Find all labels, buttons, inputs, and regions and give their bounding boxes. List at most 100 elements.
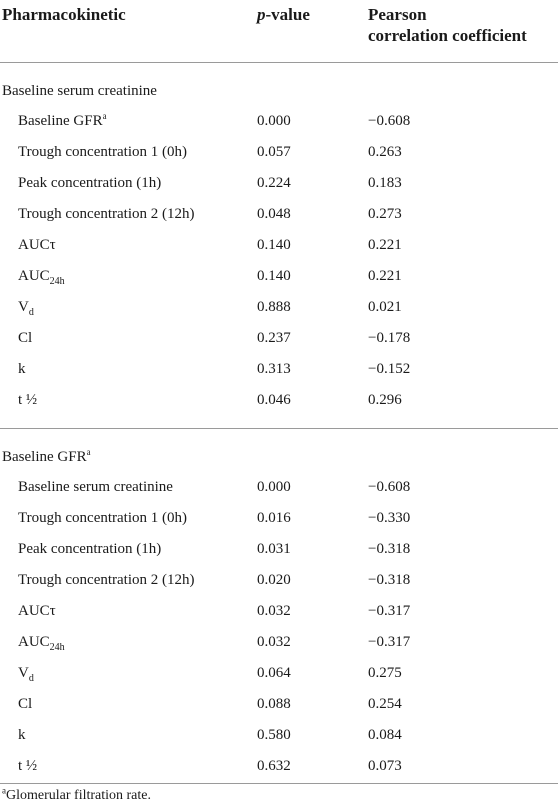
section-title-sup: a bbox=[86, 447, 91, 457]
row-p-value: 0.000 bbox=[257, 113, 291, 129]
row-p-value: 0.020 bbox=[257, 572, 291, 588]
row-pearson-coefficient: 0.273 bbox=[368, 206, 402, 222]
row-pearson-coefficient: 0.021 bbox=[368, 299, 402, 315]
header-pearson: Pearson correlation coefficient bbox=[368, 4, 558, 46]
row-label-sub: d bbox=[28, 307, 34, 318]
header-pharmacokinetic: Pharmacokinetic bbox=[2, 5, 126, 24]
row-p-value: 0.057 bbox=[257, 144, 291, 160]
row-label: Vd bbox=[18, 298, 34, 318]
row-p-value: 0.580 bbox=[257, 727, 291, 743]
row-label: AUC24h bbox=[18, 267, 65, 287]
row-pearson-coefficient: 0.263 bbox=[368, 144, 402, 160]
row-label-text: Baseline GFR bbox=[18, 113, 103, 129]
row-p-value: 0.632 bbox=[257, 758, 291, 774]
row-pearson-coefficient: 0.296 bbox=[368, 392, 402, 408]
row-pearson-coefficient: −0.152 bbox=[368, 361, 411, 377]
section-title: Baseline serum creatinine bbox=[2, 82, 157, 100]
header-p-italic: p bbox=[257, 5, 266, 24]
row-pearson-coefficient: 0.183 bbox=[368, 175, 402, 191]
row-p-value: 0.140 bbox=[257, 237, 291, 253]
section-title: Baseline GFRa bbox=[2, 448, 91, 466]
row-label: Trough concentration 1 (0h) bbox=[18, 509, 187, 527]
row-pearson-coefficient: −0.318 bbox=[368, 572, 411, 588]
row-pearson-coefficient: 0.221 bbox=[368, 237, 402, 253]
row-label: Vd bbox=[18, 664, 34, 684]
row-p-value: 0.224 bbox=[257, 175, 291, 191]
row-p-value: 0.313 bbox=[257, 361, 291, 377]
row-label: AUC24h bbox=[18, 633, 65, 653]
row-pearson-coefficient: −0.330 bbox=[368, 510, 411, 526]
row-label-text: Trough concentration 2 (12h) bbox=[18, 572, 195, 588]
row-p-value: 0.031 bbox=[257, 541, 291, 557]
row-pearson-coefficient: −0.317 bbox=[368, 603, 411, 619]
footnote-text: Glomerular filtration rate. bbox=[6, 788, 151, 803]
row-label-text: t ½ bbox=[18, 758, 38, 774]
row-p-value: 0.046 bbox=[257, 392, 291, 408]
row-label: AUCτ bbox=[18, 236, 56, 254]
row-p-value: 0.140 bbox=[257, 268, 291, 284]
row-label-text: Peak concentration (1h) bbox=[18, 541, 162, 557]
row-label: Peak concentration (1h) bbox=[18, 540, 161, 558]
row-label: Trough concentration 2 (12h) bbox=[18, 571, 195, 589]
section-title-text: Baseline GFR bbox=[2, 449, 87, 465]
row-label: Trough concentration 1 (0h) bbox=[18, 143, 187, 161]
row-pearson-coefficient: −0.608 bbox=[368, 113, 411, 129]
row-label-text: V bbox=[18, 665, 29, 681]
row-label: t ½ bbox=[18, 391, 37, 409]
header-p-rest: -value bbox=[265, 5, 310, 24]
row-p-value: 0.237 bbox=[257, 330, 291, 346]
row-label: Trough concentration 2 (12h) bbox=[18, 205, 195, 223]
bottom-rule bbox=[0, 783, 558, 784]
row-label-text: AUCτ bbox=[18, 237, 56, 253]
row-label-text: t ½ bbox=[18, 392, 38, 408]
row-pearson-coefficient: 0.073 bbox=[368, 758, 402, 774]
row-p-value: 0.032 bbox=[257, 634, 291, 650]
row-label-text: AUCτ bbox=[18, 603, 56, 619]
row-pearson-coefficient: −0.178 bbox=[368, 330, 411, 346]
row-label: AUCτ bbox=[18, 602, 56, 620]
row-p-value: 0.088 bbox=[257, 696, 291, 712]
row-p-value: 0.048 bbox=[257, 206, 291, 222]
row-pearson-coefficient: −0.318 bbox=[368, 541, 411, 557]
row-p-value: 0.000 bbox=[257, 479, 291, 495]
row-label: k bbox=[18, 726, 26, 744]
row-label-sub: 24h bbox=[49, 642, 65, 653]
footnote-marker: a bbox=[2, 785, 6, 796]
section-divider-rule bbox=[0, 428, 558, 429]
row-label: Baseline GFRa bbox=[18, 112, 107, 130]
row-label-text: Baseline serum creatinine bbox=[18, 479, 173, 495]
row-label-text: Trough concentration 1 (0h) bbox=[18, 144, 187, 160]
row-label-text: Peak concentration (1h) bbox=[18, 175, 162, 191]
row-p-value: 0.888 bbox=[257, 299, 291, 315]
row-label-text: Trough concentration 2 (12h) bbox=[18, 206, 195, 222]
row-label-sup: a bbox=[102, 111, 107, 121]
row-label: Baseline serum creatinine bbox=[18, 478, 173, 496]
row-p-value: 0.032 bbox=[257, 603, 291, 619]
row-label: Peak concentration (1h) bbox=[18, 174, 161, 192]
row-label: k bbox=[18, 360, 26, 378]
row-pearson-coefficient: 0.254 bbox=[368, 696, 402, 712]
section-title-text: Baseline serum creatinine bbox=[2, 83, 157, 99]
row-pearson-coefficient: 0.221 bbox=[368, 268, 402, 284]
row-label-text: k bbox=[18, 361, 26, 377]
row-label-text: k bbox=[18, 727, 26, 743]
row-label: Cl bbox=[18, 695, 32, 713]
row-p-value: 0.016 bbox=[257, 510, 291, 526]
row-label-sub: d bbox=[28, 673, 34, 684]
header-pearson-line1: Pearson bbox=[368, 5, 427, 24]
header-pearson-line2: correlation coefficient bbox=[368, 26, 527, 45]
row-label-text: Cl bbox=[18, 696, 33, 712]
header-rule bbox=[0, 62, 558, 63]
row-label-text: AUC bbox=[18, 634, 50, 650]
row-pearson-coefficient: −0.317 bbox=[368, 634, 411, 650]
footnote: aGlomerular filtration rate. bbox=[2, 785, 151, 804]
header-p-value: p-value bbox=[257, 4, 310, 25]
row-label-text: Trough concentration 1 (0h) bbox=[18, 510, 187, 526]
row-pearson-coefficient: −0.608 bbox=[368, 479, 411, 495]
row-label-text: Cl bbox=[18, 330, 33, 346]
row-pearson-coefficient: 0.275 bbox=[368, 665, 402, 681]
row-label: Cl bbox=[18, 329, 32, 347]
row-label-text: V bbox=[18, 299, 29, 315]
row-label-sub: 24h bbox=[49, 276, 65, 287]
row-label: t ½ bbox=[18, 757, 37, 775]
